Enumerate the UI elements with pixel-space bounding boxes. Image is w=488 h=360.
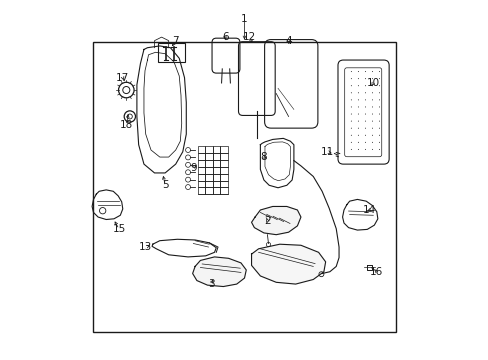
Text: 18: 18 xyxy=(120,120,133,130)
Text: 4: 4 xyxy=(285,36,291,46)
Bar xyxy=(198,153,205,160)
Bar xyxy=(198,180,205,187)
Bar xyxy=(212,167,220,174)
Bar xyxy=(198,160,205,167)
Bar xyxy=(212,147,220,153)
Polygon shape xyxy=(251,207,300,235)
Bar xyxy=(158,44,184,62)
Text: 12: 12 xyxy=(243,32,256,42)
Bar xyxy=(198,147,205,153)
Bar xyxy=(212,174,220,180)
Text: 2: 2 xyxy=(264,216,270,226)
Bar xyxy=(220,187,227,194)
Bar xyxy=(212,160,220,167)
Bar xyxy=(205,167,212,174)
Bar xyxy=(205,187,212,194)
Bar xyxy=(220,153,227,160)
Bar xyxy=(220,167,227,174)
Bar xyxy=(205,174,212,180)
Text: 10: 10 xyxy=(366,78,379,88)
Text: 11: 11 xyxy=(320,147,333,157)
Polygon shape xyxy=(251,244,325,284)
Text: 16: 16 xyxy=(369,267,383,277)
Bar xyxy=(198,187,205,194)
Text: 1: 1 xyxy=(241,14,247,24)
Text: 7: 7 xyxy=(172,36,179,46)
Bar xyxy=(212,153,220,160)
Bar xyxy=(198,167,205,174)
Bar xyxy=(205,153,212,160)
Text: 8: 8 xyxy=(260,152,266,162)
Bar xyxy=(205,147,212,153)
Bar xyxy=(220,160,227,167)
Text: 15: 15 xyxy=(112,224,125,234)
Bar xyxy=(212,180,220,187)
Bar xyxy=(198,174,205,180)
Text: 9: 9 xyxy=(190,163,196,173)
Text: 14: 14 xyxy=(363,205,376,215)
Bar xyxy=(220,147,227,153)
Bar xyxy=(205,160,212,167)
Bar xyxy=(220,180,227,187)
Text: 13: 13 xyxy=(139,242,152,252)
Text: 3: 3 xyxy=(207,279,214,289)
Bar xyxy=(205,180,212,187)
Text: 5: 5 xyxy=(162,180,168,190)
Bar xyxy=(212,187,220,194)
Polygon shape xyxy=(192,257,246,287)
Text: 6: 6 xyxy=(222,32,228,42)
Bar xyxy=(220,174,227,180)
Bar xyxy=(93,42,395,332)
Text: 17: 17 xyxy=(116,73,129,83)
